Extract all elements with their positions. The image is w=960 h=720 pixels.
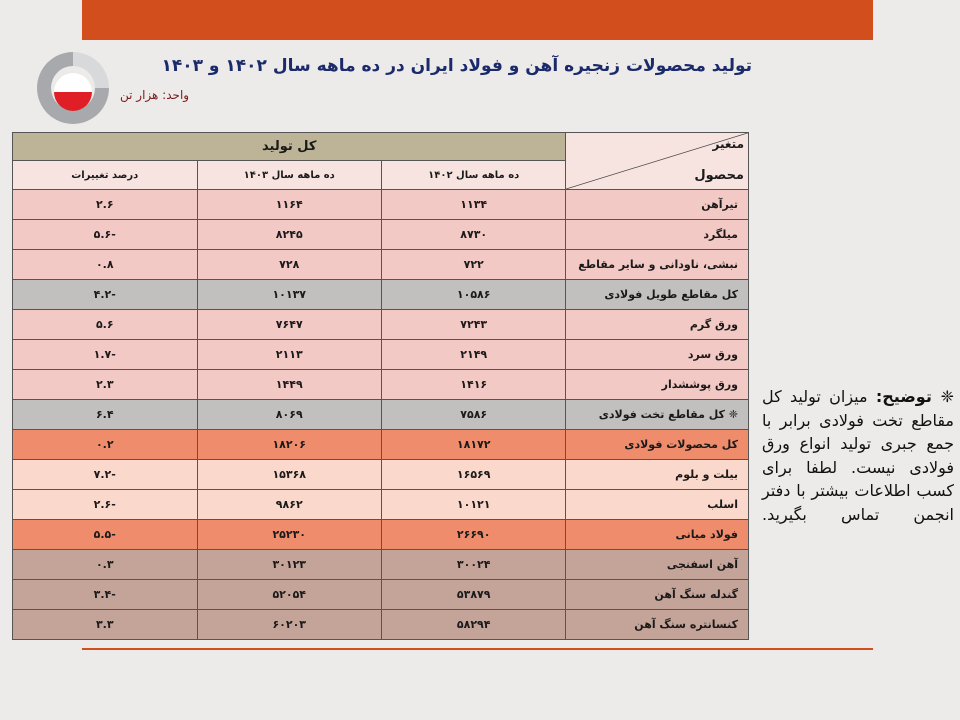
value-1402-cell: ۱۱۳۴	[380, 189, 567, 220]
value-1403-cell: ۱۴۴۹	[196, 369, 382, 400]
change-percent-cell: ۵.۶	[12, 309, 198, 340]
value-1403-cell: ۷۲۸	[196, 249, 382, 280]
note-label: ❈ توضیح:	[875, 387, 954, 406]
change-percent-cell: ۲.۶	[12, 189, 198, 220]
value-1402-cell: ۱۸۱۷۲	[380, 429, 567, 460]
value-1402-cell: ۷۲۲	[380, 249, 567, 280]
product-cell: گندله سنگ آهن	[565, 579, 749, 610]
value-1403-cell: ۱۰۱۳۷	[196, 279, 382, 310]
value-1403-cell: ۸۲۴۵	[196, 219, 382, 250]
change-percent-cell: ۰.۳	[12, 549, 198, 580]
column-header-1403: ده ماهه سال ۱۴۰۳	[196, 160, 382, 190]
unit-label: واحد: هزار تن	[120, 88, 190, 102]
header-bar	[82, 0, 873, 40]
product-cell: تیرآهن	[565, 189, 749, 220]
product-cell: نبشی، ناودانی و سایر مقاطع	[565, 249, 749, 280]
table-row: میلگرد ۸۷۳۰ ۸۲۴۵ -۵.۶	[12, 219, 749, 250]
table-row: ورق پوششدار ۱۴۱۶ ۱۴۴۹ ۲.۳	[12, 369, 749, 400]
change-percent-cell: ۰.۲	[12, 429, 198, 460]
value-1402-cell: ۷۵۸۶	[380, 399, 567, 430]
value-1402-cell: ۱۴۱۶	[380, 369, 567, 400]
table-row: ورق سرد ۲۱۴۹ ۲۱۱۳ -۱.۷	[12, 339, 749, 370]
value-1403-cell: ۲۵۲۳۰	[196, 519, 382, 550]
table-row: کل محصولات فولادی ۱۸۱۷۲ ۱۸۲۰۶ ۰.۲	[12, 429, 749, 460]
explanation-note: ❈ توضیح: میزان تولید کل مقاطع تخت فولادی…	[762, 385, 954, 526]
change-percent-cell: -۵.۵	[12, 519, 198, 550]
product-cell: کل محصولات فولادی	[565, 429, 749, 460]
total-production-header: کل تولید	[11, 132, 567, 161]
value-1403-cell: ۸۰۶۹	[196, 399, 382, 430]
value-1402-cell: ۱۰۱۲۱	[380, 489, 567, 520]
value-1402-cell: ۳۰۰۲۴	[380, 549, 567, 580]
value-1402-cell: ۷۲۴۳	[380, 309, 567, 340]
change-percent-cell: -۵.۶	[12, 219, 198, 250]
variable-label: متغیر	[712, 137, 744, 151]
value-1403-cell: ۱۱۶۴	[196, 189, 382, 220]
footer-line	[82, 648, 873, 650]
value-1403-cell: ۱۵۳۶۸	[196, 459, 382, 490]
product-cell: بیلت و بلوم	[565, 459, 749, 490]
table-row: گندله سنگ آهن ۵۳۸۷۹ ۵۲۰۵۴ -۳.۴	[12, 579, 749, 610]
value-1403-cell: ۵۲۰۵۴	[196, 579, 382, 610]
table-row: بیلت و بلوم ۱۶۵۶۹ ۱۵۳۶۸ -۷.۲	[12, 459, 749, 490]
change-percent-cell: ۲.۳	[12, 369, 198, 400]
value-1403-cell: ۷۶۴۷	[196, 309, 382, 340]
table-row: نبشی، ناودانی و سایر مقاطع ۷۲۲ ۷۲۸ ۰.۸	[12, 249, 749, 280]
product-cell: ورق گرم	[565, 309, 749, 340]
column-header-change: درصد تغییرات	[12, 160, 198, 190]
note-text: میزان تولید کل مقاطع تخت فولادی برابر با…	[762, 387, 954, 524]
table-row: ورق گرم ۷۲۴۳ ۷۶۴۷ ۵.۶	[12, 309, 749, 340]
product-cell: ورق پوششدار	[565, 369, 749, 400]
value-1403-cell: ۳۰۱۲۳	[196, 549, 382, 580]
production-table: متغیر محصول کل تولید ده ماهه سال ۱۴۰۲ ده…	[11, 132, 749, 640]
column-header-1402: ده ماهه سال ۱۴۰۲	[380, 160, 567, 190]
product-cell: میلگرد	[565, 219, 749, 250]
product-cell: کنسانتره سنگ آهن	[565, 609, 749, 640]
change-percent-cell: ۶.۴	[12, 399, 198, 430]
corner-header-cell: متغیر محصول	[565, 132, 749, 190]
value-1402-cell: ۲۱۴۹	[380, 339, 567, 370]
value-1402-cell: ۲۶۶۹۰	[380, 519, 567, 550]
change-percent-cell: -۷.۲	[12, 459, 198, 490]
table-row: تیرآهن ۱۱۳۴ ۱۱۶۴ ۲.۶	[12, 189, 749, 220]
product-cell: ورق سرد	[565, 339, 749, 370]
table-row: آهن اسفنجی ۳۰۰۲۴ ۳۰۱۲۳ ۰.۳	[12, 549, 749, 580]
product-cell: کل مقاطع طویل فولادی	[565, 279, 749, 310]
change-percent-cell: -۳.۴	[12, 579, 198, 610]
value-1403-cell: ۶۰۲۰۳	[196, 609, 382, 640]
page-title: تولید محصولات زنجیره آهن و فولاد ایران د…	[161, 56, 752, 76]
value-1402-cell: ۱۰۵۸۶	[380, 279, 567, 310]
value-1403-cell: ۲۱۱۳	[196, 339, 382, 370]
value-1402-cell: ۵۸۲۹۴	[380, 609, 567, 640]
table-row: کنسانتره سنگ آهن ۵۸۲۹۴ ۶۰۲۰۳ ۳.۳	[12, 609, 749, 640]
value-1403-cell: ۹۸۶۲	[196, 489, 382, 520]
product-cell: ❈ کل مقاطع تخت فولادی	[565, 399, 749, 430]
value-1402-cell: ۵۳۸۷۹	[380, 579, 567, 610]
value-1403-cell: ۱۸۲۰۶	[196, 429, 382, 460]
table-row: اسلب ۱۰۱۲۱ ۹۸۶۲ -۲.۶	[12, 489, 749, 520]
association-logo	[37, 52, 109, 124]
value-1402-cell: ۱۶۵۶۹	[380, 459, 567, 490]
product-cell: فولاد میانی	[565, 519, 749, 550]
table-row: فولاد میانی ۲۶۶۹۰ ۲۵۲۳۰ -۵.۵	[12, 519, 749, 550]
table-row: کل مقاطع طویل فولادی ۱۰۵۸۶ ۱۰۱۳۷ -۴.۲	[12, 279, 749, 310]
product-cell: اسلب	[565, 489, 749, 520]
product-cell: آهن اسفنجی	[565, 549, 749, 580]
value-1402-cell: ۸۷۳۰	[380, 219, 567, 250]
product-label: محصول	[694, 168, 744, 183]
change-percent-cell: -۱.۷	[12, 339, 198, 370]
table-row: ❈ کل مقاطع تخت فولادی ۷۵۸۶ ۸۰۶۹ ۶.۴	[12, 399, 749, 430]
change-percent-cell: -۴.۲	[12, 279, 198, 310]
change-percent-cell: ۰.۸	[12, 249, 198, 280]
change-percent-cell: -۲.۶	[12, 489, 198, 520]
change-percent-cell: ۳.۳	[12, 609, 198, 640]
